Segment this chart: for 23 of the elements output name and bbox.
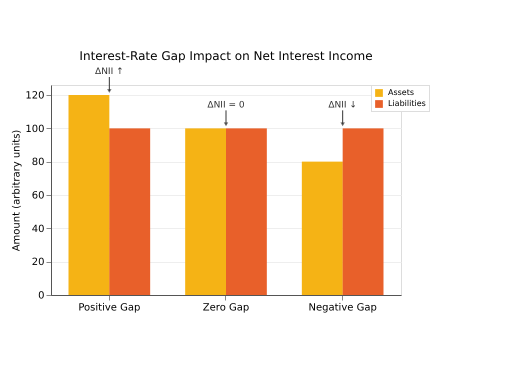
bar	[226, 128, 267, 295]
y-tick-label: 60	[32, 190, 44, 202]
chart-title: Interest-Rate Gap Impact on Net Interest Income	[79, 49, 373, 63]
y-axis-title: Amount (arbitrary units)	[11, 130, 22, 252]
x-tick-label: Zero Gap	[202, 302, 250, 314]
x-tick-label: Positive Gap	[78, 302, 140, 314]
y-tick-label: 0	[38, 290, 44, 302]
legend-label: Liabilities	[388, 99, 426, 108]
y-tick-label: 40	[32, 224, 44, 235]
bar	[342, 128, 384, 295]
x-tick-label: Negative Gap	[308, 302, 377, 314]
legend-label: Assets	[388, 88, 414, 97]
y-tick-label: 120	[25, 90, 44, 102]
bar	[185, 128, 226, 295]
annotation: ΔNII ↓	[328, 100, 357, 110]
y-tick-label: 100	[25, 124, 44, 135]
annotation: ΔNII ↑	[95, 67, 124, 77]
bar	[302, 162, 343, 295]
bar	[109, 128, 150, 295]
bar	[68, 95, 110, 295]
y-tick-label: 20	[32, 257, 44, 268]
y-tick-label: 80	[32, 157, 44, 168]
annotation: ΔNII = 0	[207, 100, 245, 110]
